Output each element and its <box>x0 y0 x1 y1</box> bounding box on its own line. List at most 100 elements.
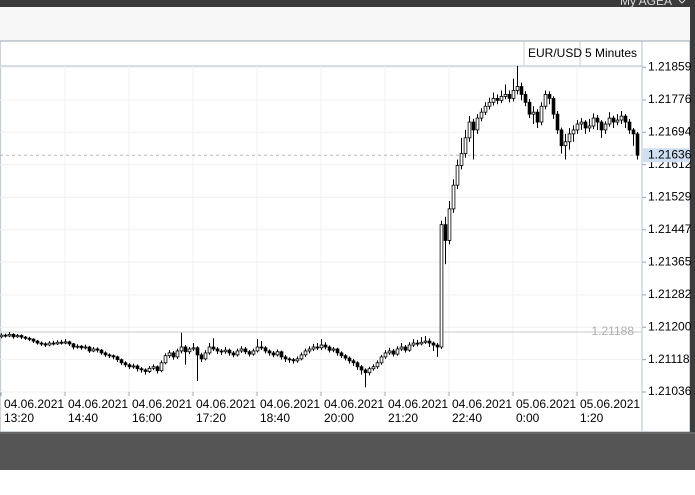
candle-body <box>583 121 588 129</box>
candle-body <box>427 340 432 344</box>
candle-body <box>523 94 528 103</box>
candle-body <box>123 362 128 366</box>
candle-body <box>183 346 188 353</box>
candle-body <box>51 342 56 345</box>
account-menu[interactable]: My AGEA <box>620 0 672 8</box>
top-bar <box>0 0 695 7</box>
y-tick-label: 1.21036 <box>648 384 692 398</box>
candle-body <box>303 350 308 356</box>
candle-body <box>335 348 340 354</box>
y-tick-label: 1.21776 <box>648 92 692 106</box>
candle-body <box>59 341 64 344</box>
toolbar-gap <box>0 7 695 41</box>
candle-body <box>223 349 228 353</box>
candle-body <box>591 117 596 127</box>
candle-body <box>103 352 108 356</box>
x-tick-label: 04.06.2021 20:00 <box>324 397 385 425</box>
candle-body <box>171 352 176 358</box>
candle-body <box>347 357 352 362</box>
y-tick-label: 1.21529 <box>648 190 692 204</box>
y-tick-label: 1.21694 <box>648 124 692 138</box>
candle-body <box>263 347 268 352</box>
candle-body <box>295 358 300 362</box>
candle-body <box>63 341 68 344</box>
candle-body <box>471 121 476 131</box>
candle-body <box>363 369 368 374</box>
candle-body <box>163 355 168 364</box>
candle-body <box>267 350 272 354</box>
candle-body <box>403 346 408 351</box>
candle-body <box>431 342 436 346</box>
candle-body <box>71 343 76 348</box>
candle-body <box>351 360 356 364</box>
candle-body <box>559 129 564 147</box>
y-tick-label: 1.21118 <box>648 352 690 366</box>
candle-body <box>291 359 296 362</box>
candle-body <box>67 341 72 345</box>
candle-body <box>627 121 632 131</box>
x-tick-label: 04.06.2021 18:40 <box>260 397 321 425</box>
y-tick-label: 1.21200 <box>648 319 692 333</box>
candle-body <box>139 368 144 371</box>
candle-body <box>531 111 536 115</box>
candle-body <box>607 117 612 125</box>
last-price-box <box>643 148 690 163</box>
candle-body <box>615 119 620 123</box>
y-tick-label: 1.21365 <box>648 254 692 268</box>
candle-body <box>455 165 460 186</box>
candle-body <box>619 115 624 121</box>
candle-body <box>451 184 456 210</box>
candle-body <box>623 115 628 123</box>
candle-body <box>499 95 504 101</box>
candle-body <box>127 364 132 368</box>
candle-body <box>323 344 328 348</box>
candle-body <box>203 352 208 360</box>
candle-body <box>491 97 496 103</box>
candle-body <box>439 224 444 348</box>
candle-body <box>503 94 508 97</box>
candle-body <box>423 340 428 343</box>
candle-body <box>631 129 636 135</box>
candle-body <box>251 350 256 355</box>
candle-body <box>215 348 220 352</box>
x-tick-label: 04.06.2021 21:20 <box>388 397 449 425</box>
candle-body <box>395 348 400 355</box>
candle-body <box>595 117 600 123</box>
menu-caret[interactable] <box>678 0 686 4</box>
candle-body <box>147 367 152 372</box>
candle-body <box>159 362 164 372</box>
candle-body <box>23 336 28 339</box>
candle-body <box>143 369 148 372</box>
x-tick-label: 04.06.2021 14:40 <box>68 397 129 425</box>
candle-body <box>579 121 584 125</box>
candle-body <box>435 344 440 348</box>
candle-body <box>199 354 204 360</box>
candle-body <box>463 137 468 155</box>
candle-body <box>87 346 92 352</box>
candle-body <box>391 350 396 355</box>
candle-body <box>567 133 572 143</box>
candle-body <box>467 121 472 139</box>
candle-body <box>175 350 180 358</box>
candle-body <box>551 97 556 115</box>
candle-body <box>227 349 232 354</box>
symbol: EUR/USD <box>528 46 582 60</box>
candle-body <box>339 352 344 357</box>
candle-body <box>419 341 424 345</box>
candle-body <box>27 337 32 340</box>
candle-body <box>255 346 260 352</box>
x-tick-label: 04.06.2021 16:00 <box>132 397 193 425</box>
candle-body <box>35 340 40 344</box>
candle-body <box>483 105 488 113</box>
candle-body <box>355 362 360 368</box>
candle-body <box>587 125 592 129</box>
candle-body <box>83 346 88 349</box>
candle-body <box>599 121 604 131</box>
candle-body <box>443 224 448 241</box>
candle-body <box>327 346 332 351</box>
candle-body <box>535 111 540 123</box>
candle-body <box>7 333 12 337</box>
candle-body <box>495 97 500 101</box>
candle-body <box>151 366 156 369</box>
